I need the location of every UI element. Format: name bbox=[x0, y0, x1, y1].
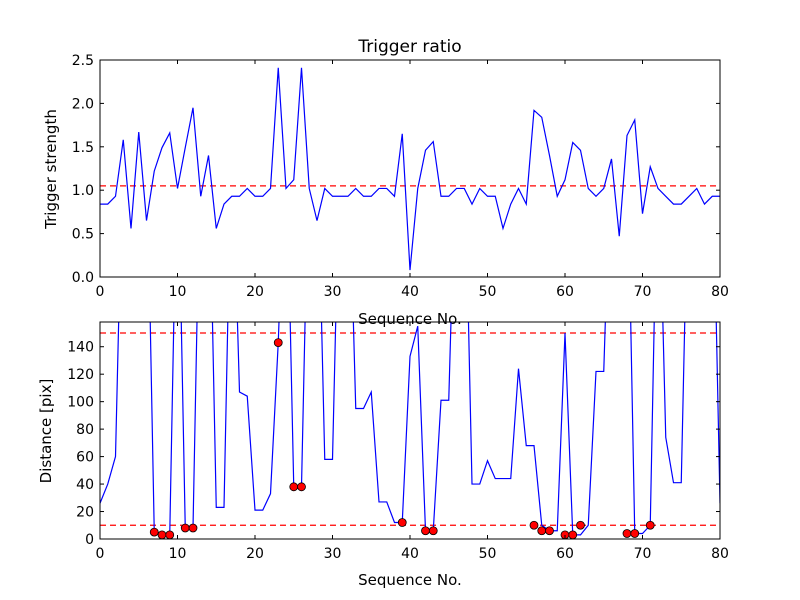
series-line bbox=[100, 322, 720, 536]
y-tick-label: 2.5 bbox=[72, 53, 94, 69]
trigger-ratio-chart: Trigger ratio 0 10 20 30 40 50 60 70 80 0.0 0.5 1.0… bbox=[42, 37, 729, 328]
y-tick-label: 140 bbox=[67, 340, 94, 356]
x-tick-label: 60 bbox=[556, 546, 574, 562]
marker-point bbox=[576, 520, 585, 530]
top-plot-area: 0 10 20 30 40 50 60 70 80 0.0 0.5 1.0 1.5 2.0 2.5 bbox=[72, 53, 729, 300]
y-tick-label: 0 bbox=[85, 532, 94, 548]
y-tick-label: 80 bbox=[76, 422, 94, 438]
x-tick-label: 40 bbox=[401, 284, 419, 300]
series-line bbox=[100, 67, 720, 271]
x-tick-label: 60 bbox=[556, 284, 574, 300]
marker-point bbox=[165, 530, 175, 539]
marker-point bbox=[180, 523, 190, 533]
marker-point bbox=[157, 530, 167, 539]
marker-point bbox=[568, 530, 578, 539]
x-tick-label: 30 bbox=[324, 546, 342, 562]
marker-point bbox=[397, 518, 407, 527]
marker-point bbox=[428, 526, 438, 536]
y-tick-label: 20 bbox=[76, 505, 94, 521]
x-tick-label: 0 bbox=[96, 546, 105, 562]
y-tick-label: 60 bbox=[76, 450, 94, 466]
marker-point bbox=[297, 482, 306, 492]
x-tick-label: 10 bbox=[169, 546, 187, 562]
marker-point bbox=[529, 520, 539, 530]
bottom-chart-xlabel: Sequence No. bbox=[358, 571, 462, 589]
x-tick-label: 10 bbox=[169, 284, 187, 300]
marker-point bbox=[421, 526, 430, 536]
x-tick-label: 0 bbox=[96, 284, 105, 300]
x-tick-label: 30 bbox=[324, 284, 342, 300]
y-tick-label: 2.0 bbox=[72, 96, 94, 112]
x-tick-label: 50 bbox=[479, 284, 497, 300]
y-tick-label: 0.5 bbox=[72, 227, 94, 243]
top-chart-xlabel: Sequence No. bbox=[358, 310, 462, 328]
distance-chart: 0 10 20 30 40 50 60 70 80 0 20 40 60 80 100 120 140 Sequ… bbox=[37, 321, 729, 589]
y-tick-label: 120 bbox=[67, 367, 94, 383]
plot-frame bbox=[99, 59, 721, 278]
x-tick-label: 20 bbox=[246, 284, 264, 300]
plot-marks bbox=[100, 67, 720, 271]
x-tick-label: 80 bbox=[711, 546, 729, 562]
marker-point bbox=[188, 523, 198, 533]
x-tick-label: 40 bbox=[401, 546, 419, 562]
bottom-plot-area: 0 10 20 30 40 50 60 70 80 0 20 40 60 80 100 120 140 bbox=[67, 321, 729, 562]
top-chart-ylabel: Trigger strength bbox=[42, 109, 60, 230]
bottom-chart-ylabel: Distance [pix] bbox=[37, 379, 55, 484]
marker-point bbox=[289, 482, 299, 492]
x-tick-label: 70 bbox=[634, 546, 652, 562]
marker-point bbox=[545, 526, 554, 536]
marker-point bbox=[273, 338, 283, 348]
x-tick-label: 70 bbox=[634, 284, 652, 300]
y-tick-label: 0.0 bbox=[72, 270, 94, 286]
top-chart-title: Trigger ratio bbox=[357, 37, 461, 57]
y-tick-label: 100 bbox=[67, 395, 94, 411]
marker-point bbox=[630, 529, 640, 538]
plot-marks bbox=[100, 322, 720, 539]
y-tick-label: 1.5 bbox=[72, 140, 94, 156]
marker-point bbox=[645, 520, 655, 530]
marker-point bbox=[537, 526, 547, 536]
marker-point bbox=[149, 527, 159, 537]
y-tick-label: 40 bbox=[76, 477, 94, 493]
x-tick-label: 80 bbox=[711, 284, 729, 300]
marker-point bbox=[622, 529, 632, 538]
x-tick-label: 20 bbox=[246, 546, 264, 562]
x-tick-label: 50 bbox=[479, 546, 497, 562]
y-tick-label: 1.0 bbox=[72, 183, 94, 199]
